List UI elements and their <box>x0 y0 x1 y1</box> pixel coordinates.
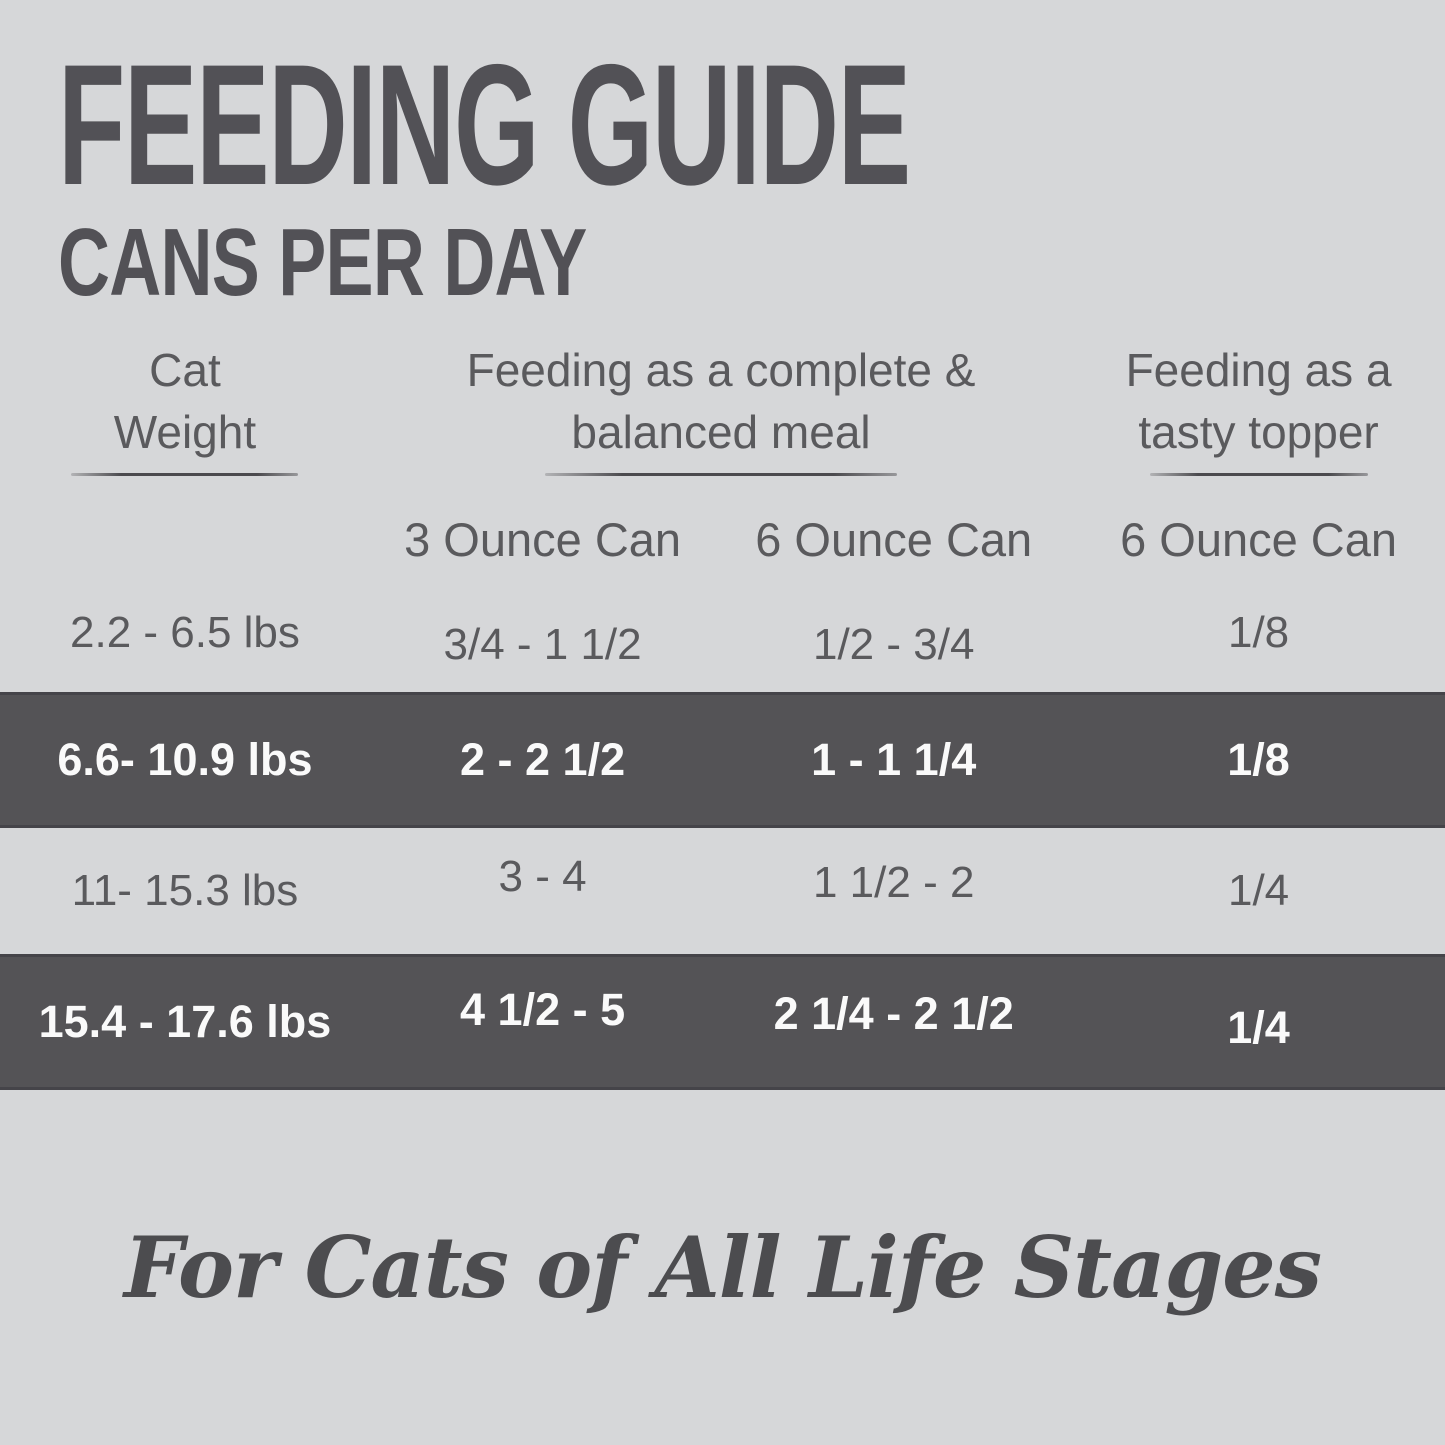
column-group-row: Cat Weight Feeding as a complete & balan… <box>0 339 1445 476</box>
table-row: 11- 15.3 lbs 3 - 4 1 1/2 - 2 1/4 <box>0 828 1445 954</box>
label-line: balanced meal <box>571 405 871 458</box>
cell-meal-3oz: 4 1/2 - 5 <box>460 984 626 1036</box>
cell-meal-6oz: 2 1/4 - 2 1/2 <box>773 988 1014 1040</box>
tagline: For Cats of All Life Stages <box>124 1217 1322 1317</box>
column-group-label: Cat Weight <box>0 339 370 463</box>
column-group-balanced-meal: Feeding as a complete & balanced meal <box>370 339 1072 476</box>
cell-cat-weight: 6.6- 10.9 lbs <box>57 734 313 786</box>
table-body: 2.2 - 6.5 lbs 3/4 - 1 1/2 1/2 - 3/4 1/8 … <box>0 574 1445 1090</box>
page-subtitle: CANS PER DAY <box>58 209 587 317</box>
cell-cat-weight: 2.2 - 6.5 lbs <box>70 607 300 657</box>
column-group-tasty-topper: Feeding as a tasty topper <box>1072 339 1445 476</box>
table-row-highlighted: 6.6- 10.9 lbs 2 - 2 1/2 1 - 1 1/4 1/8 <box>0 691 1445 828</box>
subheader-6oz-can-meal: 6 Ounce Can <box>755 512 1033 566</box>
label-line: Feeding as a <box>1125 343 1392 396</box>
cell-cat-weight: 11- 15.3 lbs <box>71 865 299 915</box>
column-group-label: Feeding as a tasty topper <box>1072 339 1445 463</box>
cell-meal-3oz: 3/4 - 1 1/2 <box>443 619 642 669</box>
cell-meal-3oz: 3 - 4 <box>498 851 587 901</box>
subheader-spacer <box>0 512 370 568</box>
label-line: tasty topper <box>1138 405 1379 458</box>
cell-meal-6oz: 1/2 - 3/4 <box>812 619 975 669</box>
title-stack: FEEDING GUIDE CANS PER DAY <box>58 29 1445 317</box>
table-row: 2.2 - 6.5 lbs 3/4 - 1 1/2 1/2 - 3/4 1/8 <box>0 574 1445 692</box>
underline-rule <box>71 472 299 476</box>
label-line: Feeding as a complete & <box>466 343 976 396</box>
cell-topper-6oz: 1/4 <box>1227 1002 1290 1054</box>
table-header: Cat Weight Feeding as a complete & balan… <box>0 339 1445 568</box>
cell-cat-weight: 15.4 - 17.6 lbs <box>38 996 332 1048</box>
page-footer: For Cats of All Life Stages <box>0 1218 1445 1317</box>
cell-meal-6oz: 1 1/2 - 2 <box>812 857 975 907</box>
underline-rule <box>1149 472 1368 476</box>
cell-topper-6oz: 1/8 <box>1227 734 1290 786</box>
column-group-label: Feeding as a complete & balanced meal <box>370 339 1072 463</box>
subheader-row: 3 Ounce Can 6 Ounce Can 6 Ounce Can <box>0 512 1445 568</box>
underline-rule <box>545 472 898 476</box>
cell-topper-6oz: 1/4 <box>1227 865 1290 915</box>
page-header: FEEDING GUIDE CANS PER DAY <box>0 0 1445 317</box>
table-row-highlighted: 15.4 - 17.6 lbs 4 1/2 - 5 2 1/4 - 2 1/2 … <box>0 953 1445 1090</box>
subheader-6oz-can-topper: 6 Ounce Can <box>1120 512 1398 566</box>
cell-meal-3oz: 2 - 2 1/2 <box>460 734 626 786</box>
cell-meal-6oz: 1 - 1 1/4 <box>811 734 977 786</box>
column-group-cat-weight: Cat Weight <box>0 339 370 476</box>
label-line: Cat <box>149 343 221 396</box>
subheader-3oz-can: 3 Ounce Can <box>404 512 682 566</box>
page-title: FEEDING GUIDE <box>58 29 911 221</box>
cell-topper-6oz: 1/8 <box>1227 607 1290 657</box>
label-line: Weight <box>113 405 257 458</box>
